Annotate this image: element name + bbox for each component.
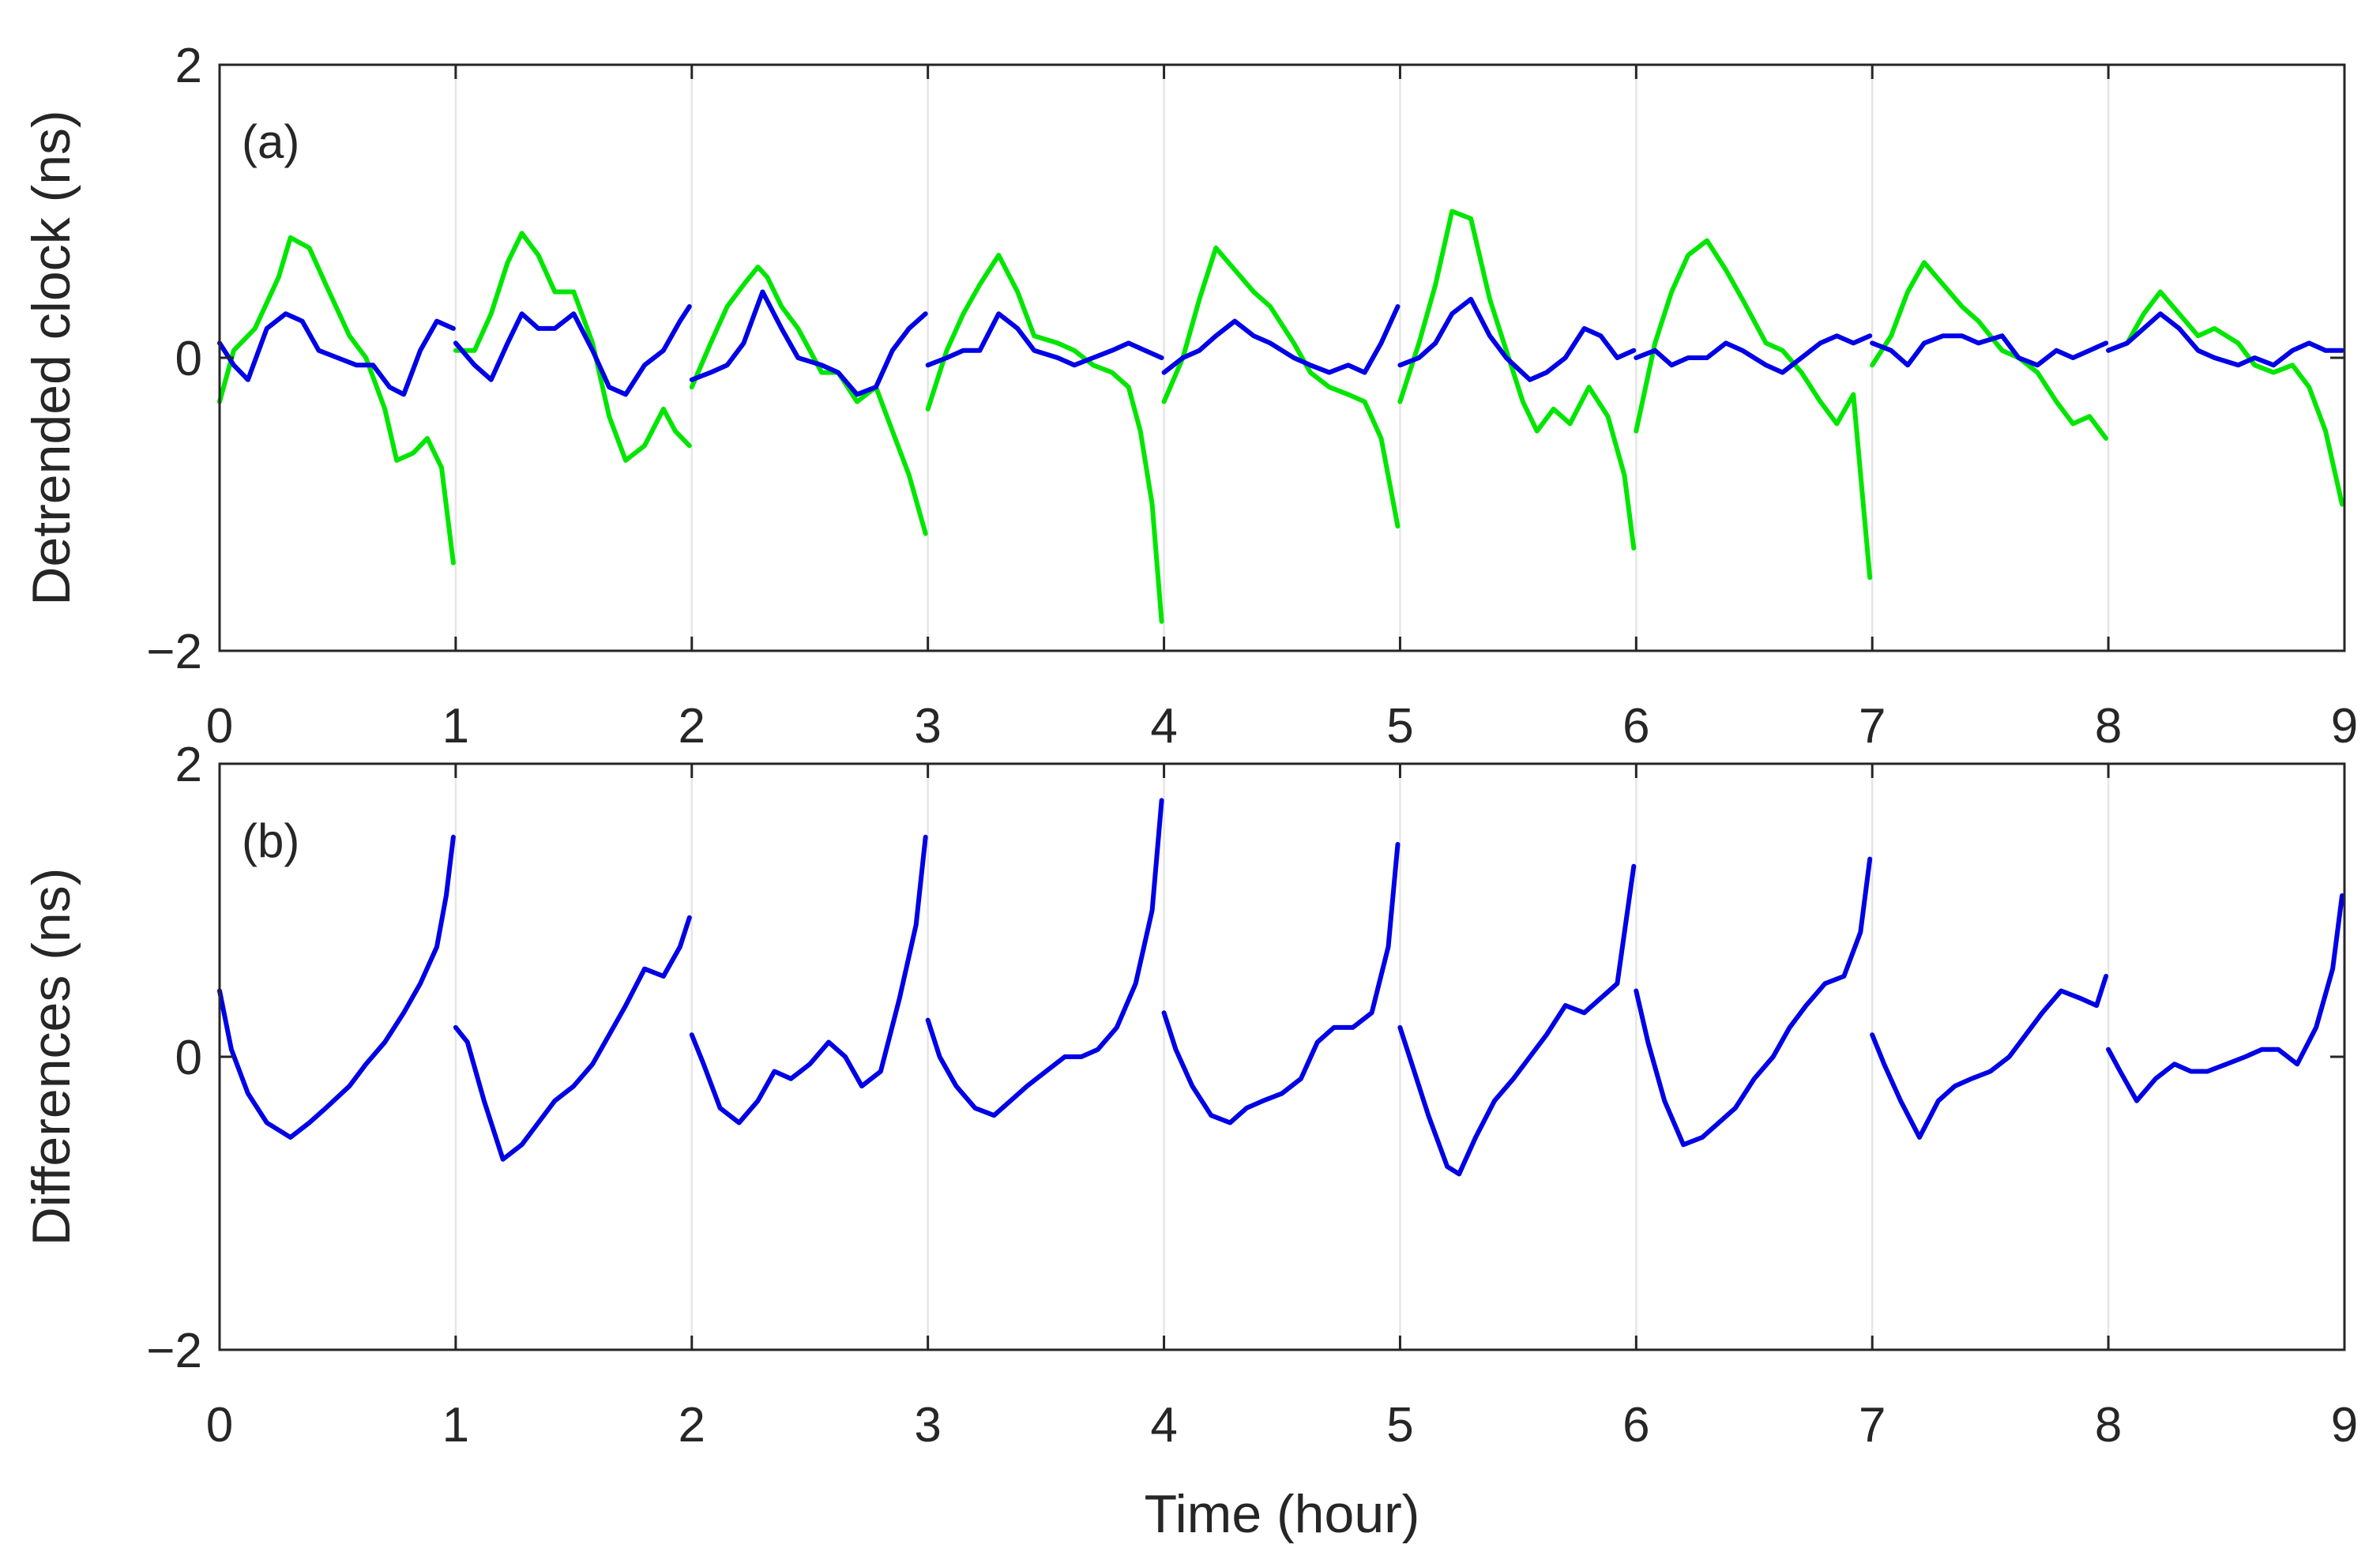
panel-b-series-blue-segment-2 [453, 915, 692, 1162]
panel-a-series [217, 209, 2344, 624]
panel-a-xtick-label-0: 0 [206, 699, 233, 753]
panel-a-series-green-segment-4 [925, 253, 1164, 624]
panel-b-plot: 0 1 2 3 4 5 6 7 8 9−202 (b) Differences (ns) Time… [21, 738, 2358, 1544]
panel-b-xtick-label-5: 5 [1386, 1398, 1413, 1452]
panel-b-series-blue-segment-7 [1634, 856, 1873, 1148]
panel-a-series-blue-segment-4 [925, 311, 1164, 368]
panel-a-ytick-label-1: 0 [175, 332, 202, 386]
panel-a-series-green-segment-1 [217, 235, 456, 566]
panel-b-ytick-label-2: 2 [175, 738, 202, 792]
panel-b-xtick-label-7: 7 [1859, 1398, 1886, 1452]
panel-b-xtick-label-2: 2 [679, 1398, 705, 1452]
panel-a-series-green-segment-9 [2106, 289, 2344, 507]
panel-b-ytick-label-1: 0 [175, 1031, 202, 1085]
panel-a-ytick-label-2: 2 [175, 39, 202, 93]
panel-b-series-blue-segment-8 [1870, 974, 2109, 1140]
panel-b-xtick-label-6: 6 [1622, 1398, 1649, 1452]
panel-b-ytick-label-0: −2 [146, 1324, 202, 1378]
panel-a-series-green-segment-5 [1161, 245, 1401, 529]
panel-b-xtick-label-4: 4 [1150, 1398, 1177, 1452]
panel-a-series-green-segment-7 [1634, 238, 1873, 581]
panel-b-xtick-label-9: 9 [2331, 1398, 2358, 1452]
panel-b-ylabel: Differences (ns) [21, 868, 81, 1246]
panel-b-series-blue-segment-4 [925, 798, 1164, 1118]
panel-a-series-blue-segment-7 [1634, 333, 1873, 375]
panel-b-grid [454, 764, 2110, 1350]
panel-b-series [217, 798, 2344, 1177]
panel-a-ticks: 0 1 2 3 4 5 6 7 8 9−202 [146, 39, 2358, 753]
panel-b-xlabel: Time (hour) [1145, 1484, 1420, 1544]
panel-a-series-blue-segment-5 [1161, 304, 1401, 375]
panel-a-series-green-segment-8 [1870, 260, 2109, 441]
panel-a-xtick-label-5: 5 [1386, 699, 1413, 753]
panel-b-series-blue-segment-1 [217, 834, 456, 1140]
panel-b-label: (b) [242, 814, 299, 867]
panel-b-ticks: 0 1 2 3 4 5 6 7 8 9−202 [146, 738, 2358, 1452]
panel-b-series-blue-segment-5 [1161, 842, 1401, 1125]
panel-a-series-blue-segment-9 [2106, 311, 2344, 368]
panel-a-ylabel: Detrended clock (ns) [21, 110, 81, 605]
panel-a-series-blue-segment-6 [1397, 296, 1637, 382]
panel-a-xtick-label-2: 2 [679, 699, 705, 753]
panel-a-xtick-label-8: 8 [2095, 699, 2122, 753]
panel-a-xtick-label-6: 6 [1622, 699, 1649, 753]
panel-a-series-blue-segment-2 [453, 304, 692, 397]
panel-b-xtick-label-3: 3 [914, 1398, 941, 1452]
panel-b-xtick-label-0: 0 [206, 1398, 233, 1452]
panel-a-series-green-segment-3 [689, 265, 928, 536]
panel-b-series-blue-segment-6 [1397, 863, 1637, 1177]
panel-a-xtick-label-4: 4 [1150, 699, 1177, 753]
panel-a-ytick-label-0: −2 [146, 625, 202, 679]
panel-a-series-green-segment-2 [453, 231, 692, 463]
panel-a-xtick-label-9: 9 [2331, 699, 2358, 753]
panel-a-series-blue-segment-3 [689, 289, 928, 397]
panel-a-series-blue-segment-1 [217, 311, 456, 397]
panel-b-xtick-label-1: 1 [442, 1398, 469, 1452]
panel-a-xtick-label-3: 3 [914, 699, 941, 753]
panel-a-label: (a) [242, 115, 299, 168]
panel-b-series-blue-segment-3 [689, 834, 928, 1125]
panel-b-series-blue-segment-9 [2106, 893, 2344, 1103]
panel-a-xtick-label-1: 1 [442, 699, 469, 753]
panel-b-xtick-label-8: 8 [2095, 1398, 2122, 1452]
panel-a-xtick-label-7: 7 [1859, 699, 1886, 753]
panel-a-series-green-segment-6 [1397, 209, 1637, 551]
panel-a-plot: 0 1 2 3 4 5 6 7 8 9−202 (a) Detrended clock (ns) [21, 39, 2358, 753]
panel-a-series-blue-segment-8 [1870, 333, 2109, 368]
